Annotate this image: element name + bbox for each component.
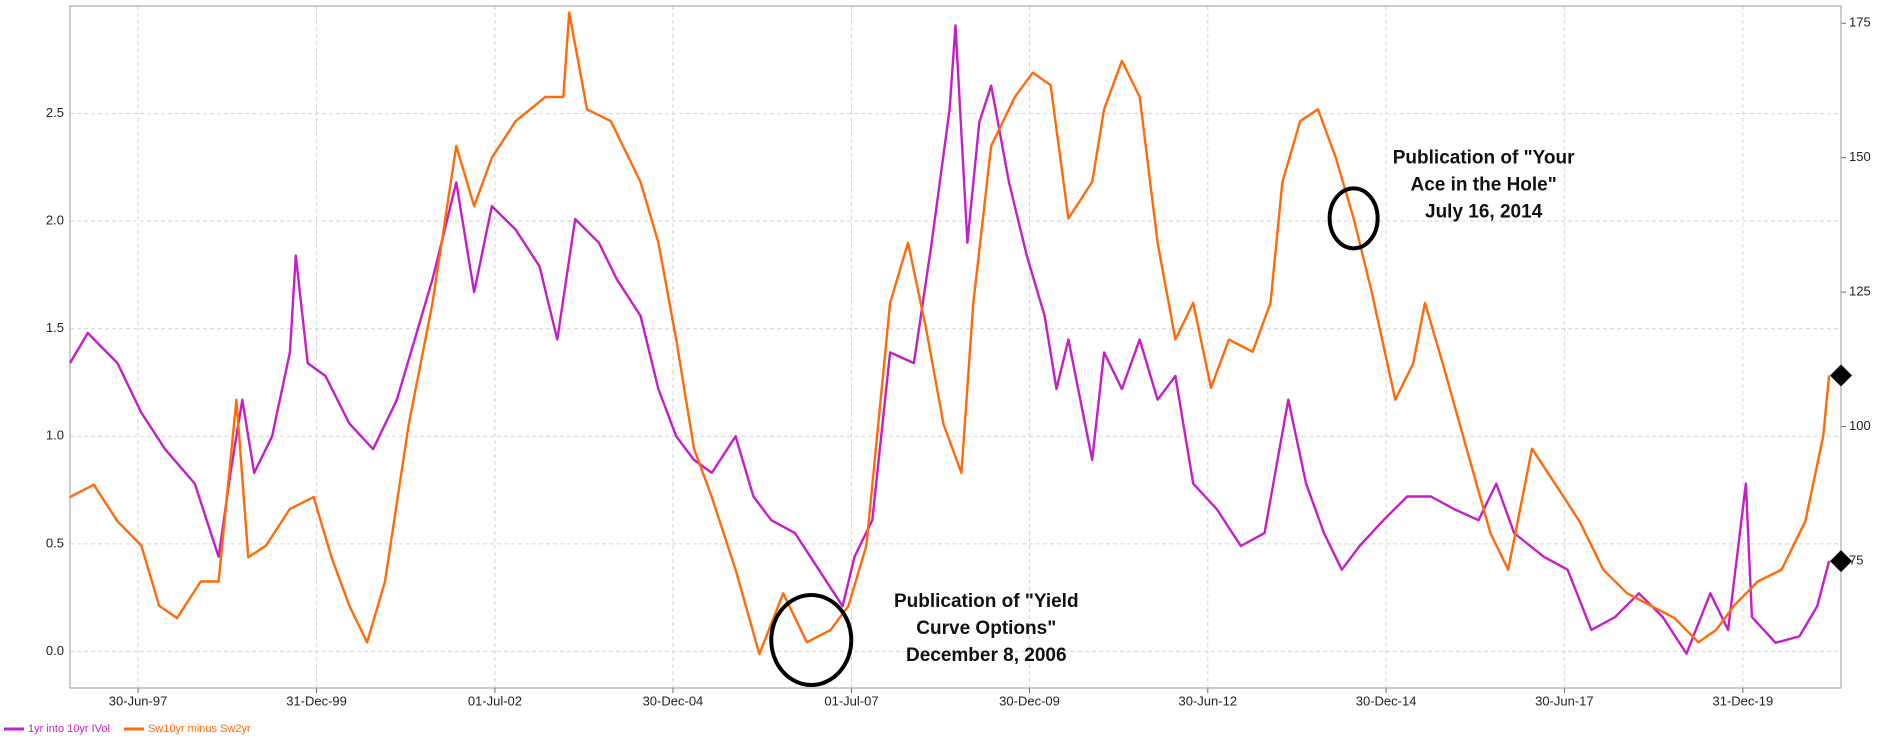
series-line bbox=[68, 24, 1831, 655]
x-tick-label: 30-Jun-17 bbox=[1535, 693, 1594, 708]
x-tick-label: 01-Jul-07 bbox=[824, 693, 878, 708]
annotation-text: July 16, 2014 bbox=[1425, 201, 1543, 222]
y-tick-label: 0.5 bbox=[46, 535, 64, 550]
y-tick-label: 1.5 bbox=[46, 320, 64, 335]
plot-frame bbox=[69, 5, 1842, 689]
x-tick-label: 30-Dec-14 bbox=[1356, 693, 1417, 708]
y2-tick-label: 150 bbox=[1849, 149, 1871, 164]
end-marker bbox=[1830, 550, 1852, 573]
end-marker bbox=[1830, 364, 1852, 387]
x-tick-label: 30-Dec-09 bbox=[999, 693, 1060, 708]
annotation-text: December 8, 2006 bbox=[906, 645, 1067, 666]
x-tick-label: 31-Dec-99 bbox=[286, 693, 347, 708]
series-line bbox=[69, 11, 1831, 656]
annotation-text: Publication of "Your bbox=[1393, 147, 1575, 168]
y2-tick-label: 175 bbox=[1849, 15, 1871, 30]
annotation-circle bbox=[769, 593, 854, 688]
y2-tick-label: 75 bbox=[1849, 553, 1863, 568]
y-tick-label: 2.5 bbox=[46, 105, 64, 120]
y2-tick-label: 100 bbox=[1849, 418, 1871, 433]
y-tick-label: 0.0 bbox=[46, 643, 64, 658]
annotation-text: Curve Options" bbox=[916, 618, 1056, 639]
y-tick-label: 1.0 bbox=[46, 428, 64, 443]
x-tick-label: 01-Jul-02 bbox=[468, 693, 522, 708]
x-tick-label: 30-Jun-12 bbox=[1179, 693, 1238, 708]
legend-label: 1yr into 10yr IVol bbox=[28, 723, 110, 735]
x-tick-label: 31-Dec-19 bbox=[1713, 693, 1774, 708]
x-tick-label: 30-Dec-04 bbox=[643, 693, 704, 708]
y2-tick-label: 125 bbox=[1849, 284, 1871, 299]
y-tick-label: 2.0 bbox=[46, 213, 64, 228]
annotation-text: Publication of "Yield bbox=[894, 591, 1079, 612]
annotation-circle bbox=[1327, 186, 1380, 251]
legend-label: Sw10yr minus Sw2yr bbox=[148, 723, 251, 735]
annotation-text: Ace in the Hole" bbox=[1411, 174, 1557, 195]
x-tick-label: 30-Jun-97 bbox=[109, 693, 168, 708]
